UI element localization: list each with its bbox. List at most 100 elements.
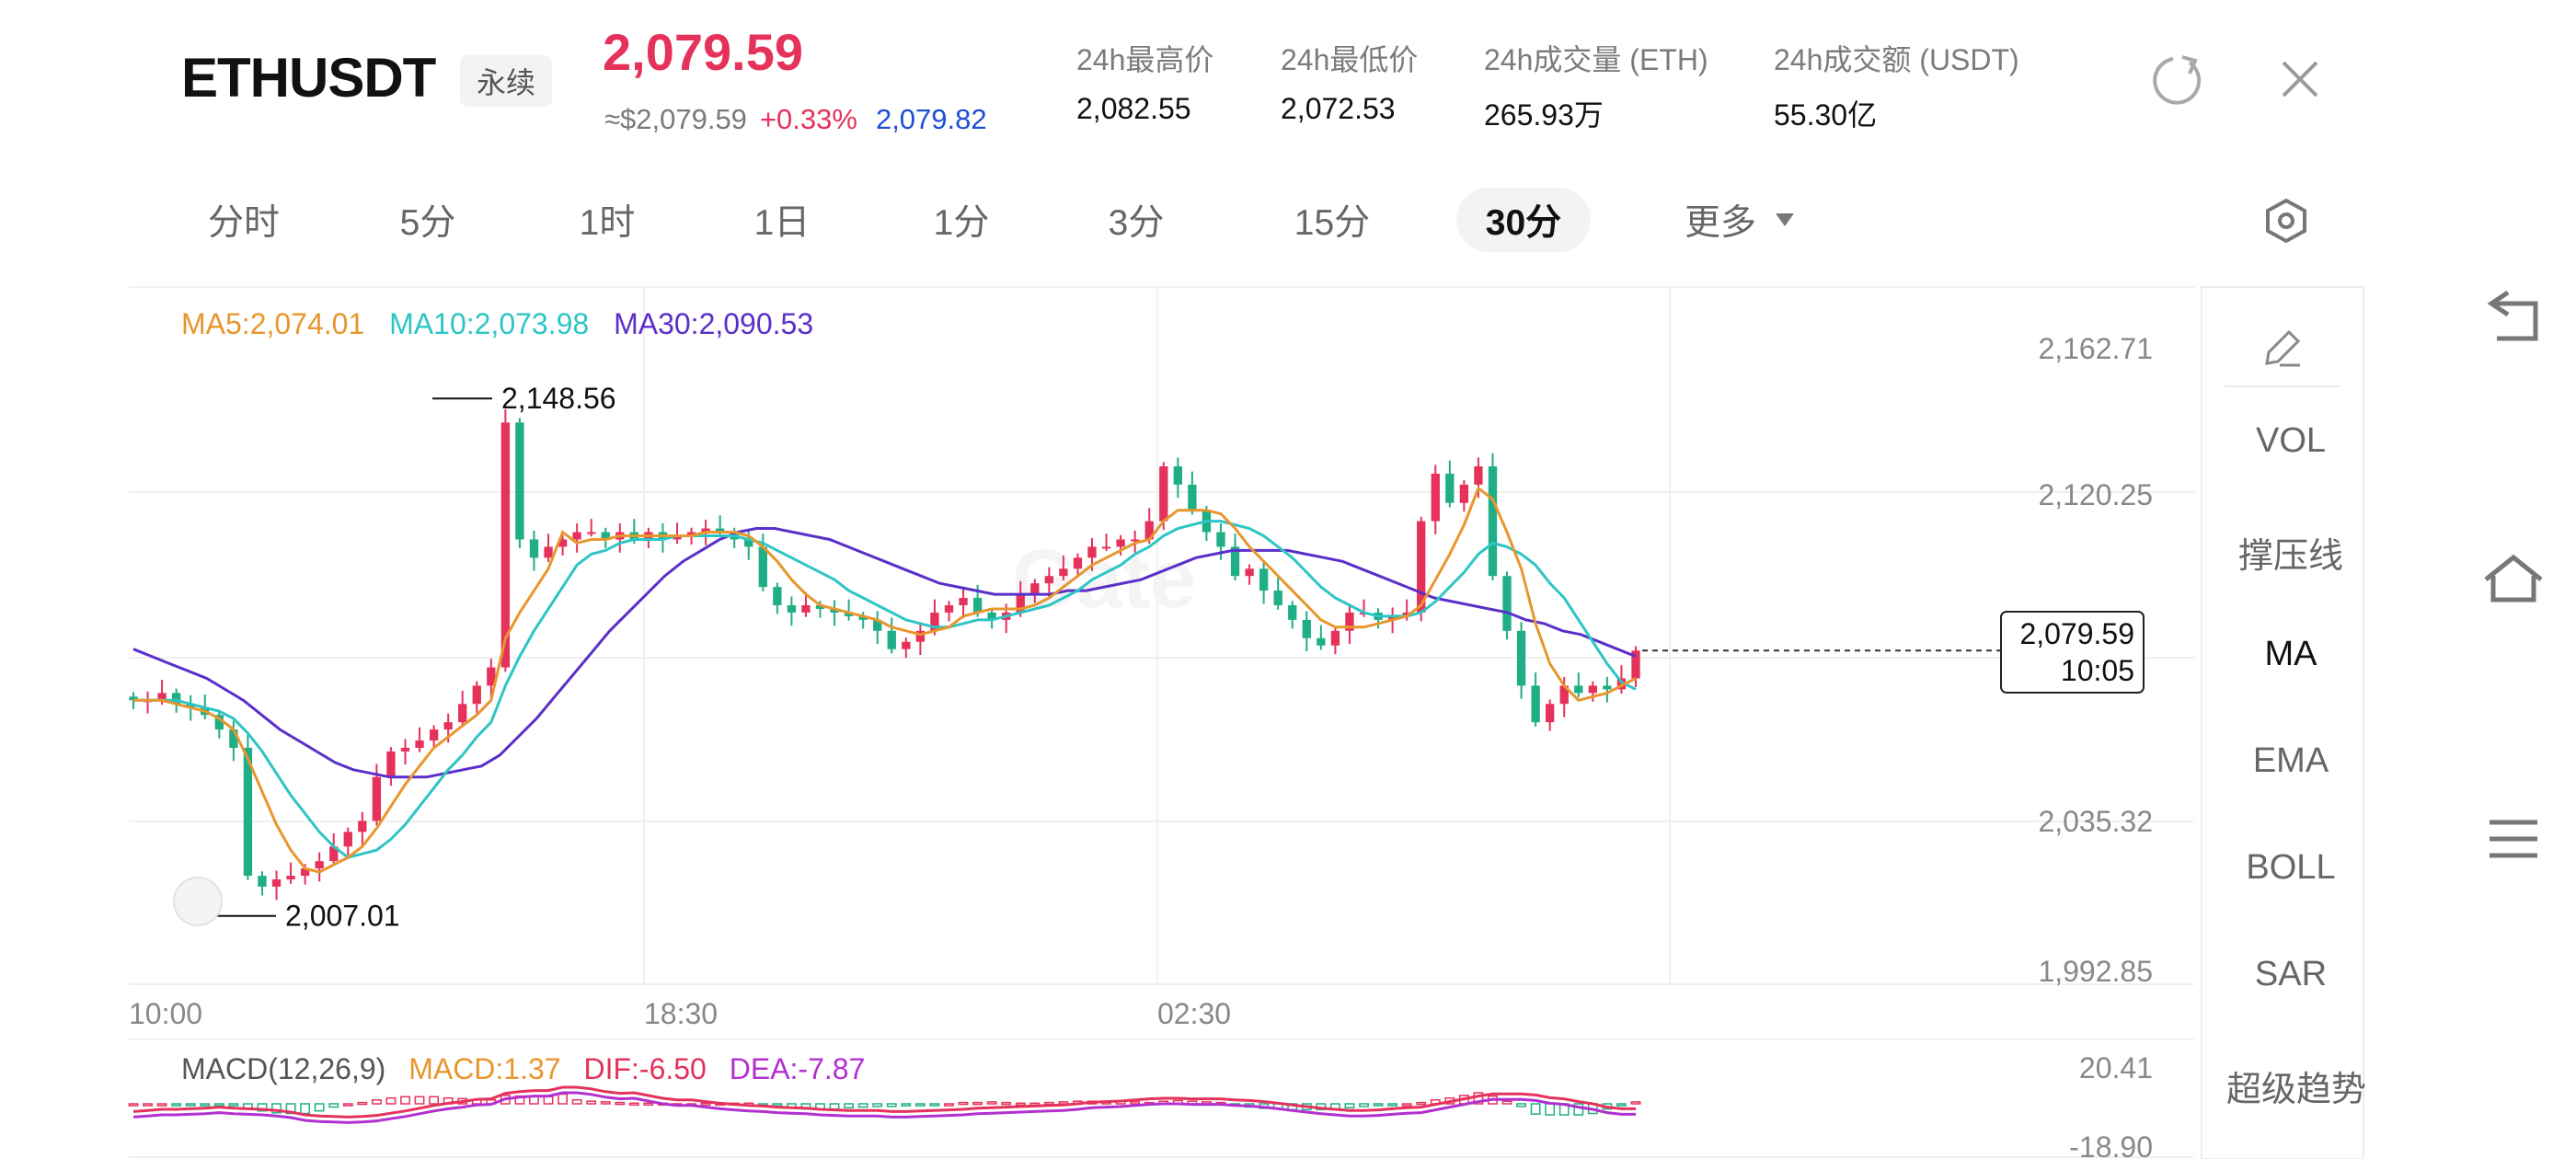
candle-body (744, 539, 753, 547)
tab-15m[interactable]: 15分 (1294, 203, 1371, 243)
macd-bar (1373, 1103, 1384, 1107)
candle-body (858, 615, 868, 620)
macd-bar (1501, 1100, 1512, 1105)
indicator-ma[interactable]: MA (2264, 635, 2317, 673)
candle-body (458, 704, 467, 723)
candle-body (472, 685, 481, 705)
candle-body (443, 722, 453, 730)
candle-body (787, 604, 797, 613)
menu-icon[interactable] (2490, 820, 2537, 858)
macd-bar (143, 1103, 153, 1107)
candle-body (701, 528, 710, 533)
candle-body (1288, 604, 1297, 620)
candle-body (758, 546, 767, 588)
candle-body (972, 598, 983, 613)
pencil-icon[interactable] (2265, 329, 2301, 367)
candle-body (1173, 465, 1182, 485)
macd-bar (1130, 1101, 1141, 1105)
candle-body (229, 729, 238, 748)
macd-bar (972, 1101, 983, 1106)
candle-body (358, 820, 367, 832)
macd-bar (400, 1096, 410, 1105)
macd-params: MACD(12,26,9) (181, 1052, 386, 1085)
macd-bar (886, 1103, 897, 1107)
macd-bar (615, 1101, 626, 1106)
last-price-box (2000, 611, 2145, 694)
close-icon[interactable] (2282, 61, 2318, 98)
candle-body (1131, 539, 1140, 542)
candle-body (171, 693, 181, 705)
last-price: 2,079.59 (603, 23, 803, 81)
macd-bar (156, 1103, 167, 1107)
macd-bar (1359, 1103, 1369, 1107)
macd-bar (228, 1103, 239, 1107)
tab-5m[interactable]: 5分 (399, 203, 456, 243)
macd-legend: MACD(12,26,9) MACD:1.37 DIF:-6.50 DEA:-7… (181, 1052, 865, 1086)
macd-bar (986, 1101, 997, 1105)
indicator-sar[interactable]: SAR (2254, 955, 2328, 993)
back-icon[interactable] (2487, 290, 2538, 341)
macd-bar (429, 1096, 440, 1105)
last-price-box-time: 10:05 (2061, 654, 2134, 687)
candle-body (1574, 685, 1583, 694)
macd-bar (857, 1103, 868, 1108)
candle-body (1588, 685, 1598, 694)
stat-label: 24h成交量 (ETH) (1484, 43, 1708, 76)
tab-more[interactable]: 更多 (1684, 203, 1756, 243)
mark-price: 2,079.82 (875, 103, 987, 135)
tab-3m[interactable]: 3分 (1108, 203, 1165, 243)
high-marker-label: 2,148.56 (501, 382, 616, 415)
candle-body (515, 422, 524, 540)
tab-30m[interactable]: 30分 (1456, 188, 1591, 252)
macd-bar (128, 1103, 139, 1107)
candle-body (1101, 546, 1111, 549)
candle-body (1502, 576, 1512, 631)
macd-bar (914, 1103, 926, 1107)
candle-body (129, 696, 138, 701)
candle-body (258, 876, 267, 887)
candle-body (944, 604, 954, 613)
low-marker-label: 2,007.01 (285, 900, 400, 933)
tab-timeline[interactable]: 分时 (207, 203, 280, 243)
candle-body (186, 704, 195, 708)
symbol-title: ETHUSDT (181, 47, 436, 109)
stat-label: 24h最高价 (1076, 43, 1214, 76)
tab-1m[interactable]: 1分 (933, 203, 990, 243)
indicator-support-resistance[interactable]: 撑压线 (2237, 537, 2343, 576)
x-axis-label: 18:30 (644, 997, 718, 1030)
refresh-icon[interactable] (2153, 55, 2202, 105)
candles-group (129, 408, 1640, 901)
macd-bar (543, 1096, 554, 1105)
hexagon-settings-icon[interactable] (2266, 198, 2306, 244)
indicator-boll[interactable]: BOLL (2246, 848, 2336, 887)
candle-body (500, 422, 511, 668)
candle-body (214, 715, 224, 730)
candle-body (300, 868, 310, 877)
macd-bar (558, 1093, 568, 1105)
home-icon[interactable] (2484, 554, 2543, 602)
candle-body (601, 532, 610, 540)
candle-body (715, 528, 725, 533)
indicator-ema[interactable]: EMA (2252, 741, 2329, 780)
tab-1d[interactable]: 1日 (753, 203, 811, 243)
macd-bar (213, 1103, 224, 1107)
macd-bar (958, 1101, 969, 1106)
indicator-supertrend[interactable]: 超级趋势 (2226, 1071, 2367, 1109)
macd-bar (1616, 1103, 1627, 1107)
tab-1h[interactable]: 1时 (579, 203, 636, 243)
stat-24h-volume: 24h成交量 (ETH) 265.93万 (1484, 37, 1708, 134)
macd-bar (1545, 1103, 1556, 1116)
macd-bar (171, 1103, 182, 1107)
candle-body (1459, 484, 1469, 503)
ma5-legend: MA5:2,074.01 (181, 307, 365, 340)
candle-body (1488, 465, 1498, 577)
candle-body (572, 532, 581, 540)
candle-body (1116, 539, 1125, 547)
indicator-vol[interactable]: VOL (2255, 421, 2327, 460)
y-axis-label: 2,162.71 (2038, 332, 2153, 365)
macd-bar (257, 1103, 268, 1112)
stat-label: 24h最低价 (1281, 43, 1419, 76)
candle-body (1073, 557, 1083, 569)
last-price-box-price: 2,079.59 (2019, 617, 2134, 650)
